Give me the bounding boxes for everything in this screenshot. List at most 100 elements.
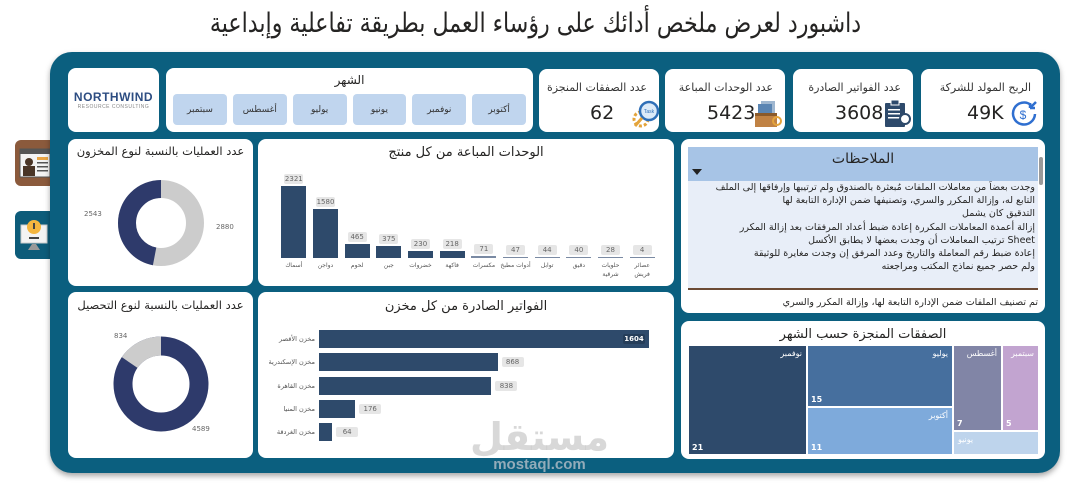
treemap-value: 15: [811, 395, 823, 404]
treemap-value: 7: [957, 419, 963, 428]
slicer-option-july[interactable]: يوليو: [292, 94, 347, 125]
bar-data-label: 465: [347, 231, 367, 242]
bar-data-label: 838: [495, 380, 518, 391]
kpi-value: 3608: [835, 102, 884, 124]
chart-title: عدد العمليات بالنسبة لنوع التحصيل: [77, 298, 244, 312]
category-label: توابل: [540, 262, 554, 269]
chart-title: الصفقات المنجزة حسب الشهر: [779, 327, 947, 342]
donut-label: 4589: [192, 425, 210, 433]
bar-data-label: 40: [569, 244, 589, 255]
warehouse-bar[interactable]: [319, 353, 498, 372]
inventory-donut-chart[interactable]: [116, 178, 206, 268]
treemap-cell-june[interactable]: يونيو: [953, 431, 1039, 455]
id-card-icon: [19, 148, 51, 178]
warehouse-bar[interactable]: [319, 330, 649, 348]
watermark-url: mostaql.com: [493, 456, 586, 473]
svg-text:Task: Task: [644, 109, 655, 115]
bar-data-label: 4: [632, 245, 652, 255]
kpi-label: الربح المولد للشركة: [939, 81, 1031, 94]
slicer-option-september[interactable]: سبتمبر: [173, 94, 227, 125]
treemap-value: 5: [1006, 419, 1012, 428]
product-bar[interactable]: [629, 257, 655, 258]
slicer-option-august[interactable]: أغسطس: [232, 94, 287, 125]
kpi-label: عدد الصفقات المنجزة: [546, 81, 647, 94]
product-bar[interactable]: [439, 251, 465, 258]
units-category-axis: أسماك دواجن لحوم جبن خضروات فاكهة مكسرات أدوات …: [278, 261, 658, 285]
donut-label: 2880: [216, 223, 234, 231]
notes-body[interactable]: وجدت بعضاً من معاملات الملفات مُبعثرة با…: [688, 181, 1038, 290]
slicer-option-october[interactable]: أكتوبر: [472, 94, 526, 125]
slicer-option-november[interactable]: نوفمبر: [412, 94, 467, 125]
product-bar[interactable]: [534, 256, 560, 258]
treemap-cell-september[interactable]: سبتمبر 5: [1002, 345, 1039, 431]
donut-label: 2543: [84, 210, 102, 218]
warehouse-bar[interactable]: [319, 399, 356, 418]
warehouse-bar[interactable]: [319, 376, 492, 395]
bar-data-label: 230: [410, 238, 431, 249]
category-label: فاكهة: [445, 262, 459, 269]
units-column-chart[interactable]: 2321 1580 465 375 230 218 71 47 44 40 28 4: [278, 169, 658, 258]
treemap-label: نوفمبر: [780, 349, 802, 358]
page-title: داشبورد لعرض ملخص أدائك على رؤساء العمل …: [209, 8, 862, 39]
bar-data-label: 2321: [284, 174, 304, 184]
treemap-label: يونيو: [958, 435, 974, 444]
collection-donut-chart[interactable]: [111, 334, 211, 434]
slicer-option-june[interactable]: يونيو: [352, 94, 407, 125]
product-bar[interactable]: [407, 250, 434, 258]
units-per-product-chart-card: الوحدات المباعة من كل منتج 2321 1580 465 37…: [258, 139, 674, 286]
month-slicer: الشهر أكتوبر نوفمبر يونيو يوليو أغسطس سب…: [166, 68, 533, 132]
notes-line: وجدت بعضاً من معاملات الملفات مُبعثرة با…: [715, 182, 1035, 193]
notes-scrollbar[interactable]: [1039, 157, 1043, 185]
product-bar[interactable]: [471, 255, 497, 258]
notes-line: Sheet ترتيب المعاملات أن وجدت بعضها لا ي…: [808, 234, 1035, 246]
product-bar[interactable]: [281, 186, 307, 258]
notes-line: إزالة أعمدة المعاملات المكررة إعادة ضبط …: [739, 221, 1035, 233]
treemap-label: يوليو: [932, 349, 948, 358]
product-bar[interactable]: [566, 256, 592, 258]
company-logo-subtitle: RESOURCE CONSULTING: [77, 104, 150, 110]
donut-label: 834: [114, 332, 128, 340]
invoices-per-warehouse-chart-card: الفواتير الصادرة من كل مخزن مخزن الأقصر 1…: [258, 292, 674, 458]
notes-title: الملاحظات: [831, 151, 895, 167]
chart-title: عدد العمليات بالنسبة لنوع المخزون: [76, 144, 245, 158]
bar-data-label: 44: [537, 244, 557, 255]
warehouse-bar[interactable]: [319, 423, 333, 442]
product-bar[interactable]: [502, 256, 529, 258]
dropdown-arrow-icon[interactable]: [692, 169, 702, 175]
treemap-cell-august[interactable]: أغسطس 7: [953, 345, 1002, 431]
treemap-cell-october[interactable]: أكتوبر 11: [807, 407, 953, 455]
deals-per-month-treemap-card: الصفقات المنجزة حسب الشهر نوفمبر 21 يولي…: [681, 321, 1045, 459]
treemap-label: أكتوبر: [928, 411, 948, 420]
category-label: عصائر فريش: [634, 262, 650, 278]
logo-card: NORTHWIND RESOURCE CONSULTING: [68, 68, 159, 132]
monitor-alert-icon: [20, 220, 48, 250]
deals-treemap: نوفمبر 21 يوليو 15 أكتوبر 11 أغسطس 7 سبت…: [688, 345, 1039, 455]
product-bar[interactable]: [376, 246, 402, 258]
product-bar[interactable]: [312, 209, 339, 258]
warehouse-label: مخزن الغردقة: [276, 428, 315, 437]
product-bar[interactable]: [344, 243, 370, 258]
product-bar[interactable]: [597, 257, 624, 258]
watermark-arabic: مستقل: [470, 415, 609, 459]
treemap-cell-november[interactable]: نوفمبر 21: [688, 345, 807, 455]
clipboard-icon: [885, 99, 911, 127]
bar-data-label: 1580: [315, 196, 336, 207]
bar-data-label: 71: [474, 243, 494, 254]
bar-data-label: 1604: [623, 334, 645, 344]
kpi-value: 49K: [967, 102, 1004, 124]
notes-line: التابع له، وإزالة المكرر والسري، وتصنيفه…: [782, 195, 1035, 207]
briefcase-documents-icon: [755, 101, 782, 127]
treemap-label: أغسطس: [966, 349, 997, 358]
category-label: حلويات شرقية: [601, 262, 620, 278]
warehouse-label: مخزن الإسكندرية: [268, 358, 315, 367]
treemap-cell-july[interactable]: يوليو 15: [807, 345, 953, 407]
category-label: مكسرات: [472, 262, 496, 269]
invoices-bar-chart[interactable]: مخزن الأقصر 1604 مخزن الإسكندرية 868 مخزن ال…: [258, 330, 674, 450]
notes-line: إعادة ضبط رقم المعاملة والتاريخ وعدد الم…: [753, 248, 1035, 260]
watermark: مستقل mostaql.com: [470, 418, 609, 473]
svg-text:$: $: [1020, 108, 1027, 122]
notes-header: الملاحظات: [688, 147, 1043, 185]
category-label: لحوم: [350, 262, 364, 269]
kpi-card-profit: الربح المولد للشركة 49K $: [921, 69, 1043, 132]
notes-line: ولم حصر جميع نماذج المكتب ومراجعته: [881, 261, 1035, 273]
